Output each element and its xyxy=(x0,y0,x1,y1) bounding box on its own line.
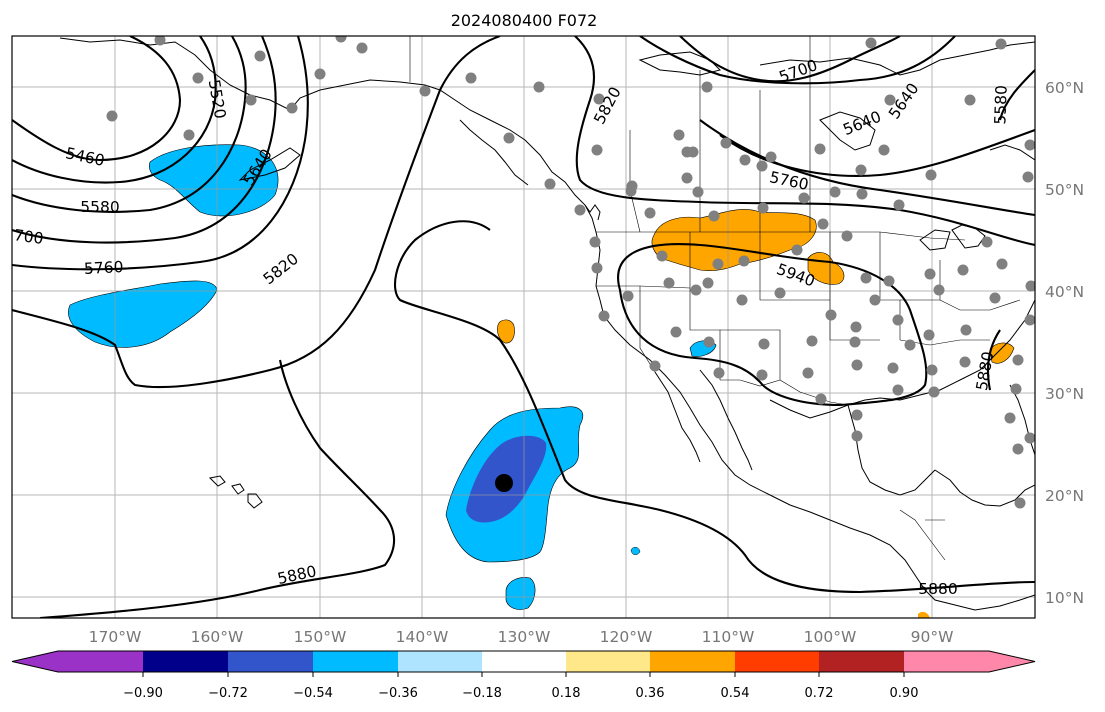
lon-label: 170°W xyxy=(89,628,142,646)
colorbar-tick: −0.90 xyxy=(123,686,163,701)
lat-label: 30°N xyxy=(1045,385,1084,403)
colorbar-tick: −0.54 xyxy=(293,686,333,701)
colorbar-tick: −0.72 xyxy=(208,686,248,701)
contour-label: 700 xyxy=(13,226,45,248)
lat-label: 60°N xyxy=(1045,79,1084,97)
colorbar-swatch xyxy=(313,651,398,672)
colorbar-swatch xyxy=(143,651,228,672)
colorbar-swatch xyxy=(58,651,143,672)
lat-label: 20°N xyxy=(1045,487,1084,505)
colorbar-tick: 0.36 xyxy=(636,686,665,701)
colorbar-tick: −0.18 xyxy=(462,686,502,701)
lat-label: 50°N xyxy=(1045,181,1084,199)
colorbar-swatch xyxy=(735,651,819,672)
map-panel: 5460 5520 5580 5640 700 5760 5820 5820 5… xyxy=(11,35,1036,619)
colorbar-tick: 0.90 xyxy=(890,686,919,701)
lon-label: 150°W xyxy=(294,628,347,646)
colorbar-swatch xyxy=(482,651,566,672)
geopotential-contours xyxy=(12,36,1035,618)
lat-label: 10°N xyxy=(1045,589,1084,607)
station-markers xyxy=(106,36,1035,509)
contour-label: 5760 xyxy=(84,258,124,278)
colorbar-tick: −0.36 xyxy=(378,686,418,701)
lon-label: 120°W xyxy=(600,628,653,646)
longitude-labels: 170°W 160°W 150°W 140°W 130°W 120°W 110°… xyxy=(89,628,954,646)
contour-label: 5880 xyxy=(918,580,957,598)
figure-title: 2024080400 F072 xyxy=(451,11,598,30)
colorbar-tick: 0.54 xyxy=(721,686,750,701)
colorbar-tick: 0.72 xyxy=(805,686,834,701)
colorbar-swatch xyxy=(12,651,58,672)
lon-label: 110°W xyxy=(702,628,755,646)
colorbar-swatch xyxy=(566,651,650,672)
colorbar-swatch xyxy=(650,651,735,672)
lat-label: 40°N xyxy=(1045,283,1084,301)
lon-label: 160°W xyxy=(191,628,244,646)
colorbar-swatch xyxy=(819,651,904,672)
colorbar-swatch xyxy=(398,651,482,672)
colorbar-swatch xyxy=(904,651,989,672)
lon-label: 140°W xyxy=(396,628,449,646)
contour-label: 5580 xyxy=(80,198,119,216)
colorbar: −0.90 −0.72 −0.54 −0.36 −0.18 0.18 0.36 … xyxy=(11,650,1036,701)
latitude-labels: 60°N 50°N 40°N 30°N 20°N 10°N xyxy=(1045,79,1084,607)
lon-label: 130°W xyxy=(498,628,551,646)
graticule xyxy=(12,36,1035,618)
storm-center-marker xyxy=(495,474,513,492)
colorbar-tick: 0.18 xyxy=(552,686,581,701)
colorbar-swatch xyxy=(228,651,313,672)
colorbar-swatch xyxy=(989,651,1035,672)
lon-label: 100°W xyxy=(804,628,857,646)
lon-label: 90°W xyxy=(911,628,954,646)
contour-label: 5580 xyxy=(991,85,1010,125)
